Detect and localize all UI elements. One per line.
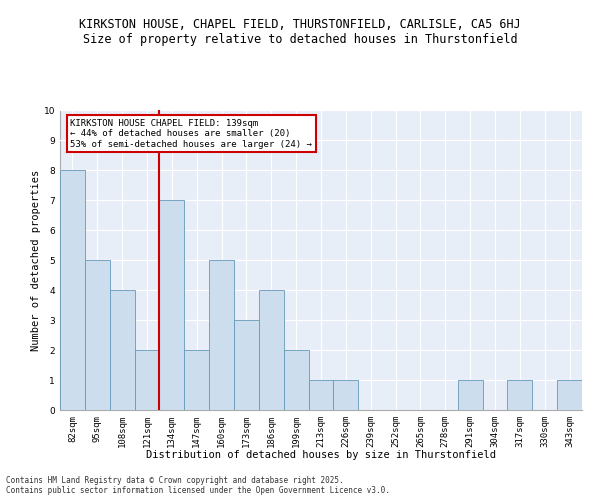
- Bar: [234, 320, 259, 410]
- Y-axis label: Number of detached properties: Number of detached properties: [31, 170, 41, 350]
- Text: KIRKSTON HOUSE, CHAPEL FIELD, THURSTONFIELD, CARLISLE, CA5 6HJ: KIRKSTON HOUSE, CHAPEL FIELD, THURSTONFI…: [79, 18, 521, 30]
- Bar: [60, 170, 85, 410]
- Bar: [184, 350, 209, 410]
- Bar: [508, 380, 532, 410]
- Bar: [557, 380, 582, 410]
- Bar: [334, 380, 358, 410]
- Bar: [209, 260, 234, 410]
- Bar: [160, 200, 184, 410]
- X-axis label: Distribution of detached houses by size in Thurstonfield: Distribution of detached houses by size …: [146, 450, 496, 460]
- Bar: [134, 350, 160, 410]
- Text: Contains HM Land Registry data © Crown copyright and database right 2025.
Contai: Contains HM Land Registry data © Crown c…: [6, 476, 390, 495]
- Bar: [284, 350, 308, 410]
- Bar: [259, 290, 284, 410]
- Bar: [110, 290, 134, 410]
- Bar: [458, 380, 482, 410]
- Bar: [85, 260, 110, 410]
- Text: KIRKSTON HOUSE CHAPEL FIELD: 139sqm
← 44% of detached houses are smaller (20)
53: KIRKSTON HOUSE CHAPEL FIELD: 139sqm ← 44…: [70, 119, 313, 149]
- Text: Size of property relative to detached houses in Thurstonfield: Size of property relative to detached ho…: [83, 32, 517, 46]
- Bar: [308, 380, 334, 410]
